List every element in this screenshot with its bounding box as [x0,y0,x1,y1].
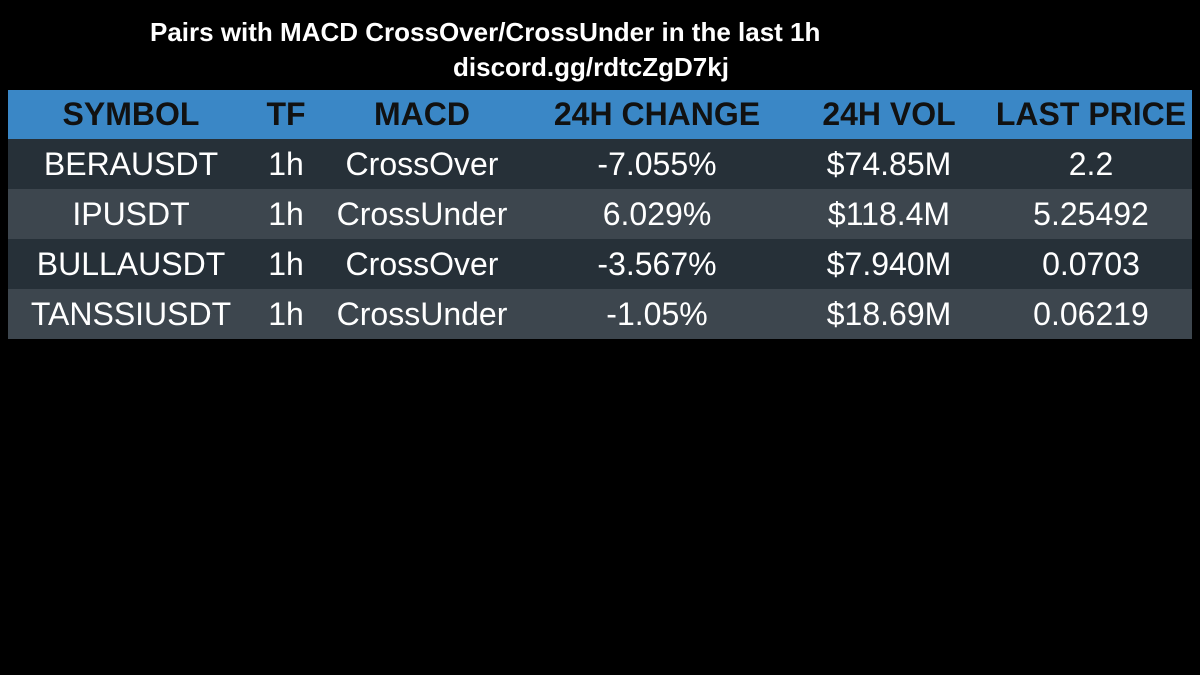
cell-24h-vol: $18.69M [788,289,990,339]
cell-24h-change: -3.567% [526,239,788,289]
table-row: TANSSIUSDT 1h CrossUnder -1.05% $18.69M … [8,289,1192,339]
table-row: BULLAUSDT 1h CrossOver -3.567% $7.940M 0… [8,239,1192,289]
cell-macd: CrossOver [318,239,526,289]
cell-symbol: TANSSIUSDT [8,289,254,339]
cell-24h-change: -7.055% [526,139,788,189]
discord-link-text: discord.gg/rdtcZgD7kj [453,52,729,82]
table-row: BERAUSDT 1h CrossOver -7.055% $74.85M 2.… [8,139,1192,189]
column-header-24h-vol: 24H VOL [788,90,990,139]
cell-24h-change: 6.029% [526,189,788,239]
cell-last-price: 2.2 [990,139,1192,189]
cell-24h-change: -1.05% [526,289,788,339]
table-header-row: SYMBOL TF MACD 24H CHANGE 24H VOL LAST P… [8,90,1192,139]
cell-symbol: BULLAUSDT [8,239,254,289]
cell-24h-vol: $7.940M [788,239,990,289]
cell-macd: CrossUnder [318,189,526,239]
cell-macd: CrossUnder [318,289,526,339]
cell-symbol: IPUSDT [8,189,254,239]
column-header-macd: MACD [318,90,526,139]
cell-last-price: 5.25492 [990,189,1192,239]
table-row: IPUSDT 1h CrossUnder 6.029% $118.4M 5.25… [8,189,1192,239]
cell-24h-vol: $74.85M [788,139,990,189]
cell-tf: 1h [254,189,318,239]
cell-24h-vol: $118.4M [788,189,990,239]
cell-tf: 1h [254,289,318,339]
cell-last-price: 0.06219 [990,289,1192,339]
column-header-last-price: LAST PRICE [990,90,1192,139]
cell-macd: CrossOver [318,139,526,189]
cell-last-price: 0.0703 [990,239,1192,289]
cell-symbol: BERAUSDT [8,139,254,189]
column-header-symbol: SYMBOL [8,90,254,139]
macd-pairs-table: SYMBOL TF MACD 24H CHANGE 24H VOL LAST P… [8,90,1192,339]
page-title: Pairs with MACD CrossOver/CrossUnder in … [150,17,821,47]
column-header-24h-change: 24H CHANGE [526,90,788,139]
cell-tf: 1h [254,239,318,289]
column-header-tf: TF [254,90,318,139]
cell-tf: 1h [254,139,318,189]
